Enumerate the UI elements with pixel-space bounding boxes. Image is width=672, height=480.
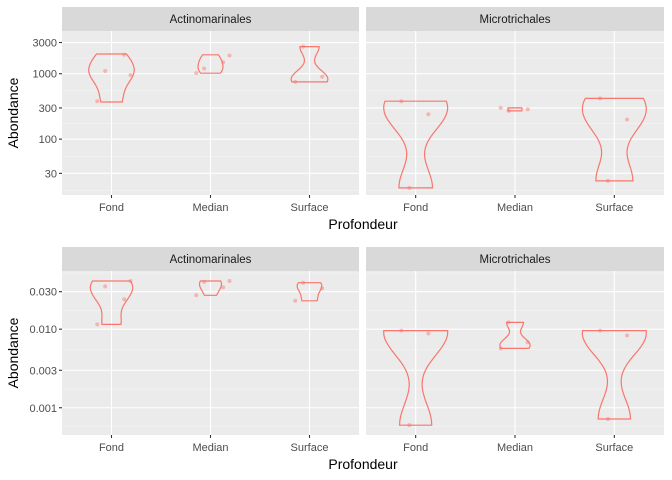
violin-median	[499, 321, 531, 349]
violin-surface	[290, 46, 329, 83]
facet-label: Actinomarinales	[170, 14, 252, 26]
facet-strip	[62, 247, 359, 271]
data-point	[227, 53, 232, 58]
facet-panel-microtrichales: Microtrichales Fond Median Surface	[366, 7, 664, 214]
x-tick-label: Fond	[99, 202, 124, 214]
violin-median	[507, 107, 523, 112]
data-point	[320, 286, 325, 291]
facet-strip	[366, 247, 664, 271]
x-tick-label: Fond	[403, 442, 428, 454]
data-point	[103, 284, 108, 289]
x-axis-title: Profondeur	[328, 216, 398, 232]
data-point	[95, 322, 100, 327]
x-tick-label: Surface	[595, 202, 633, 214]
y-axis-title: Abondance	[5, 317, 21, 388]
data-point	[301, 44, 306, 49]
y-tick-label: 300	[39, 103, 57, 115]
data-point	[301, 280, 306, 285]
data-point	[227, 279, 232, 284]
violin-surface	[581, 330, 647, 420]
x-tick-label: Median	[497, 442, 533, 454]
x-tick-label: Median	[192, 202, 228, 214]
y-axis-title: Abondance	[5, 77, 21, 148]
data-point	[525, 340, 530, 345]
data-point	[320, 74, 325, 79]
data-point	[598, 328, 603, 333]
data-point	[293, 298, 298, 303]
x-tick-label: Median	[192, 442, 228, 454]
y-tick-label: 0.030	[29, 287, 57, 299]
data-point	[221, 60, 226, 65]
data-point	[426, 112, 431, 117]
data-point	[506, 320, 511, 325]
violin-surface	[296, 282, 323, 302]
data-point	[407, 185, 412, 190]
facet-strip	[366, 7, 664, 31]
data-point	[95, 99, 100, 104]
facet-label: Microtrichales	[480, 14, 551, 26]
facet-panel-microtrichales: Microtrichales Fond Median Surface	[366, 247, 664, 454]
data-point	[598, 96, 603, 101]
data-point	[399, 328, 404, 333]
violin-fond	[383, 100, 449, 189]
data-point	[426, 331, 431, 336]
data-point	[122, 52, 127, 57]
data-point	[194, 71, 199, 76]
data-point	[399, 99, 404, 104]
x-tick-label: Fond	[99, 442, 124, 454]
data-point	[525, 107, 530, 112]
y-tick-label: 0.010	[29, 324, 57, 336]
facet-label: Microtrichales	[480, 254, 551, 266]
data-point	[128, 73, 133, 78]
data-point	[498, 105, 503, 110]
data-point	[293, 79, 298, 84]
facet-label: Actinomarinales	[170, 254, 252, 266]
y-tick-label: 1000	[33, 69, 57, 81]
y-tick-label: 0.001	[29, 403, 57, 415]
violin-surface	[581, 97, 647, 182]
data-point	[128, 279, 133, 284]
data-point	[122, 297, 127, 302]
x-tick-label: Surface	[595, 442, 633, 454]
facet-panel-actinomarinales: Actinomarinales Fond Median Surface	[62, 7, 359, 214]
data-point	[202, 66, 207, 71]
y-tick-label: 0.003	[29, 365, 57, 377]
y-tick-label: 3000	[33, 38, 57, 50]
x-tick-label: Median	[497, 202, 533, 214]
data-point	[498, 346, 503, 351]
data-point	[194, 293, 199, 298]
data-point	[506, 108, 511, 113]
facet-panel-actinomarinales: Actinomarinales Fond Median Surface	[62, 247, 359, 454]
x-tick-label: Surface	[291, 442, 329, 454]
violin-fond	[88, 53, 135, 103]
facet-strip	[62, 7, 359, 31]
x-tick-label: Surface	[291, 202, 329, 214]
data-point	[407, 423, 412, 428]
y-tick-label: 30	[45, 168, 57, 180]
data-point	[103, 69, 108, 74]
data-point	[605, 178, 610, 183]
data-point	[625, 333, 630, 338]
data-point	[605, 416, 610, 421]
y-tick-label: 100	[39, 134, 57, 146]
violin-fond	[89, 280, 134, 325]
x-axis-title: Profondeur	[328, 456, 398, 472]
violin-fond	[383, 330, 449, 426]
data-point	[202, 279, 207, 284]
data-point	[625, 117, 630, 122]
violin-median	[197, 54, 224, 74]
data-point	[221, 285, 226, 290]
violin-median	[198, 280, 223, 296]
x-tick-label: Fond	[403, 202, 428, 214]
